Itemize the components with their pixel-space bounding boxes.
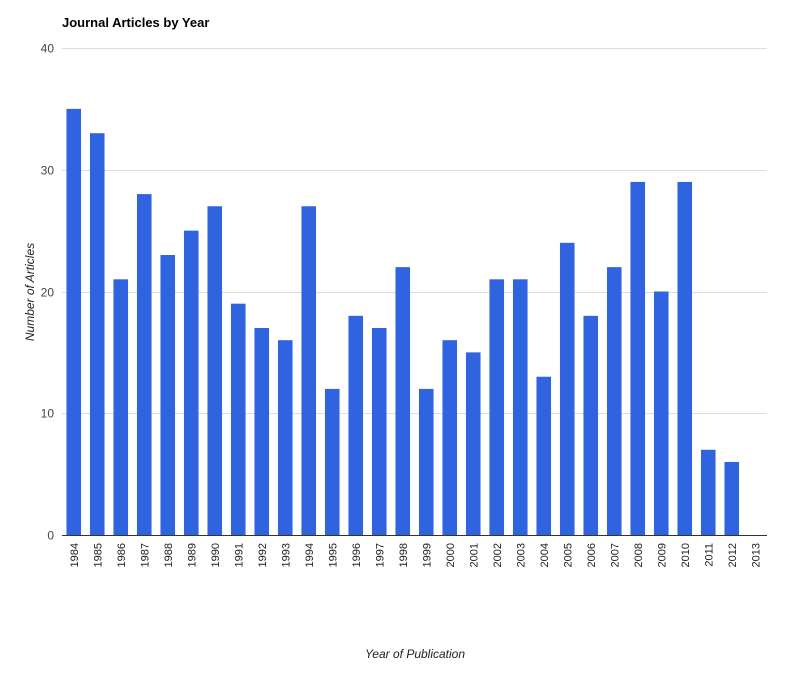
y-tick-label: 10 (41, 407, 55, 421)
bar-2004 (536, 376, 552, 535)
x-tick-label: 2007 (609, 543, 621, 567)
x-axis-ticks: 1984 1985 1986 1987 1988 1989 1990 1991 1992 1993… (69, 543, 762, 567)
bar-1991 (230, 303, 246, 535)
bar-1999 (418, 388, 434, 535)
x-tick-label: 1991 (233, 543, 245, 567)
x-tick-label: 2012 (727, 543, 739, 567)
bar-1988 (160, 254, 176, 536)
bar-1996 (348, 315, 364, 535)
bar-1993 (277, 340, 293, 535)
bar-1987 (136, 194, 152, 535)
bar-1994 (301, 206, 317, 535)
x-tick-label: 1986 (116, 543, 128, 567)
x-tick-label: 1996 (351, 543, 363, 567)
bar-1997 (371, 328, 387, 535)
x-axis-title: Year of Publication (365, 647, 465, 661)
x-tick-label: 1985 (92, 543, 104, 567)
bar-2011 (700, 449, 716, 535)
bar-1995 (324, 388, 340, 535)
x-tick-label: 1998 (398, 543, 410, 567)
gridlines (62, 48, 767, 414)
y-tick-label: 30 (41, 164, 55, 178)
bar-1989 (183, 230, 199, 536)
x-tick-label: 2011 (703, 543, 715, 567)
y-tick-label: 40 (41, 42, 55, 56)
bar-2007 (606, 267, 622, 535)
bar-2003 (512, 279, 528, 535)
x-tick-label: 2008 (633, 543, 645, 567)
x-tick-label: 1997 (374, 543, 386, 567)
x-tick-label: 1984 (69, 543, 81, 567)
x-tick-label: 2000 (445, 543, 457, 567)
y-axis-title: Number of Articles (23, 243, 37, 341)
x-tick-label: 2003 (515, 543, 527, 567)
bar-2001 (465, 352, 481, 536)
x-tick-label: 1987 (139, 543, 151, 567)
bar-1985 (89, 133, 105, 536)
bar-2005 (559, 242, 575, 536)
bar-1986 (113, 279, 129, 535)
x-tick-label: 2005 (562, 543, 574, 567)
x-tick-label: 2013 (750, 543, 762, 567)
bar-1992 (254, 328, 270, 535)
x-tick-label: 2001 (468, 543, 480, 567)
bar-1984 (66, 108, 82, 536)
x-tick-label: 2004 (539, 543, 551, 567)
bar-2010 (677, 181, 693, 535)
bar-2000 (442, 340, 458, 535)
x-tick-label: 2002 (492, 543, 504, 567)
x-tick-label: 1992 (257, 543, 269, 567)
chart-title: Journal Articles by Year (62, 15, 209, 30)
x-tick-label: 1994 (304, 543, 316, 567)
y-tick-label: 20 (41, 286, 55, 300)
x-tick-label: 1989 (186, 543, 198, 567)
bar-2006 (583, 315, 599, 535)
bar-1998 (395, 267, 411, 535)
bar-1990 (207, 206, 223, 535)
x-tick-label: 2006 (586, 543, 598, 567)
bar-2009 (653, 291, 669, 535)
x-tick-label: 1988 (163, 543, 175, 567)
x-tick-label: 1993 (280, 543, 292, 567)
bars (66, 108, 740, 536)
bar-2008 (630, 181, 646, 535)
x-tick-label: 2010 (680, 543, 692, 567)
bar-2002 (489, 279, 505, 535)
y-axis-ticks: 0 10 20 30 40 (41, 42, 55, 543)
y-tick-label: 0 (47, 529, 54, 543)
x-tick-label: 1999 (421, 543, 433, 567)
x-tick-label: 1995 (327, 543, 339, 567)
x-tick-label: 1990 (210, 543, 222, 567)
x-tick-label: 2009 (656, 543, 668, 567)
bar-2012 (724, 461, 740, 535)
